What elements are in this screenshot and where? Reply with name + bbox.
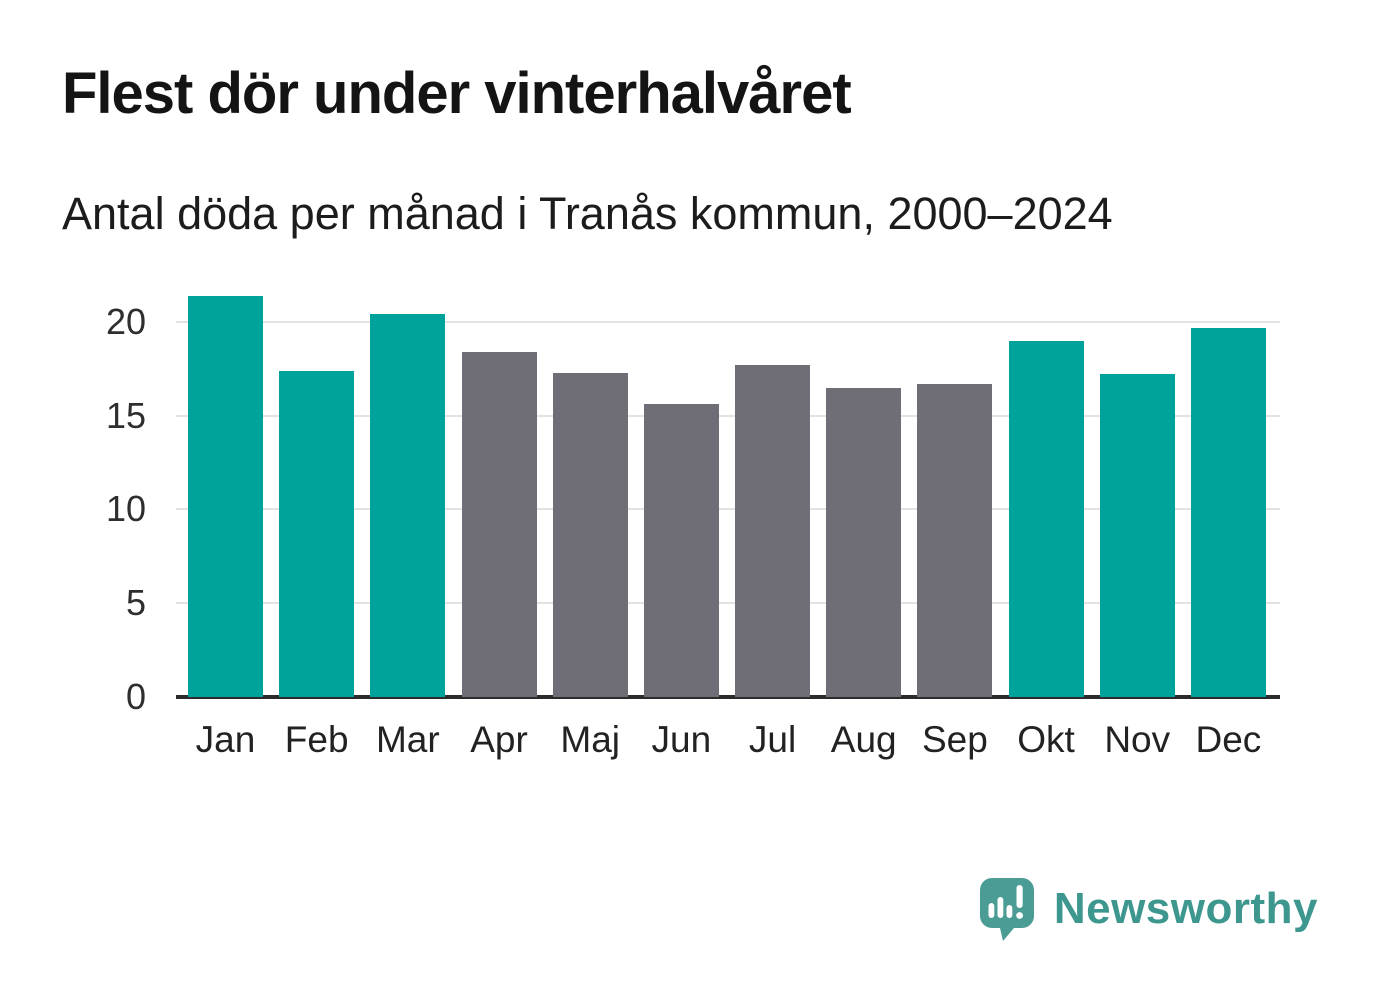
bar-okt: [1008, 340, 1084, 697]
bar-chart-speech-bubble-icon: [979, 878, 1034, 941]
x-tick-label-okt: Okt: [1017, 719, 1075, 760]
x-tick-label-maj: Maj: [560, 719, 620, 760]
x-tick-label-mar: Mar: [375, 719, 440, 760]
bar-jun: [643, 404, 719, 697]
chart-subtitle: Antal döda per månad i Tranås kommun, 20…: [62, 188, 1113, 239]
y-tick-label-5: 5: [125, 582, 146, 624]
x-tick-label-feb: Feb: [284, 719, 349, 760]
y-tick-label-0: 0: [125, 676, 146, 717]
bar-apr: [461, 351, 537, 697]
bar-jul: [735, 365, 811, 697]
y-tick-label-10: 10: [105, 488, 146, 530]
chart-title: Flest dör under vinterhalvåret: [62, 61, 852, 126]
bar-feb: [279, 370, 355, 697]
x-axis-labels: Jan Feb Mar Apr Maj Jun Jul Aug Sep Okt Nov Dec: [188, 719, 1266, 761]
x-tick-label-jan: Jan: [195, 719, 256, 760]
bar-maj: [552, 372, 628, 697]
plot-area: Jan Feb Mar Apr Maj Jun Jul Aug Sep Okt Nov Dec 0 5 1…: [106, 290, 1280, 760]
bars: [188, 290, 1266, 697]
bar-jan: [188, 295, 263, 697]
gridline-10: [176, 508, 1280, 511]
x-axis-line: [176, 695, 1280, 699]
x-tick-label-sep: Sep: [921, 719, 988, 760]
x-tick-label-apr: Apr: [470, 719, 528, 760]
newsworthy-logo: Newsworthy: [978, 876, 1318, 942]
bar-mar: [370, 314, 446, 697]
x-tick-label-aug: Aug: [830, 719, 897, 760]
newsworthy-logo-text: Newsworthy: [1053, 884, 1318, 933]
x-tick-label-dec: Dec: [1195, 719, 1262, 760]
gridline-15: [176, 414, 1280, 417]
y-tick-label-15: 15: [105, 394, 146, 436]
x-tick-label-nov: Nov: [1104, 719, 1171, 760]
bar-sep: [917, 383, 993, 697]
x-tick-label-jun: Jun: [651, 719, 712, 760]
bar-aug: [826, 387, 902, 697]
x-tick-label-jul: Jul: [748, 719, 797, 760]
y-tick-label-20: 20: [105, 300, 146, 342]
gridline-5: [176, 602, 1280, 605]
gridline-20: [176, 320, 1280, 323]
bar-dec: [1190, 327, 1266, 697]
bar-nov: [1099, 374, 1175, 697]
